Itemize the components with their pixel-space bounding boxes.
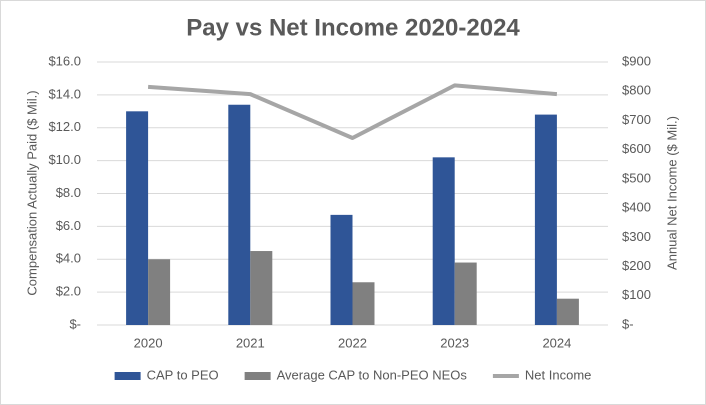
line [147,83,558,140]
y2-tick-label: $100 [622,287,651,302]
y2-axis-label: Annual Net Income ($ Mil.) [664,116,679,270]
x-tick-label: 2022 [338,335,367,350]
legend-label: CAP to PEO [147,367,219,382]
y-tick-label: $10.0 [48,152,81,167]
bar [454,262,477,325]
x-tick-label: 2023 [440,335,469,350]
y2-tick-label: $500 [622,170,651,185]
x-tick-label: 2024 [542,335,571,350]
bar [228,104,251,325]
y-tick-label: $- [69,316,81,331]
legend-marker [244,372,271,380]
y2-tick-label: $900 [622,53,651,68]
chart-title: Pay vs Net Income 2020-2024 [186,14,520,41]
bar [148,259,171,325]
legend-label: Average CAP to Non-PEO NEOs [277,367,468,382]
y2-tick-label: $600 [622,141,651,156]
y2-tick-label: $700 [622,112,651,127]
y-tick-label: $16.0 [48,53,81,68]
legend-label: Net Income [525,367,591,382]
x-tick-label: 2021 [236,335,265,350]
y2-tick-label: $- [622,316,634,331]
y2-tick-label: $400 [622,200,651,215]
y-tick-label: $2.0 [56,284,81,299]
bar [126,111,149,325]
y-tick-label: $6.0 [56,218,81,233]
bar [330,214,353,325]
y-tick-label: $4.0 [56,251,81,266]
y-tick-label: $12.0 [48,119,81,134]
bar [556,298,579,325]
y-axis-label: Compensation Actually Paid ($ Mil.) [24,90,39,295]
y2-tick-label: $300 [622,229,651,244]
bar [352,282,375,325]
legend-marker [114,372,141,380]
y-tick-label: $8.0 [56,185,81,200]
bar [432,157,455,325]
bar [534,114,557,325]
bar [250,251,273,325]
y2-tick-label: $800 [622,83,651,98]
x-tick-label: 2020 [134,335,163,350]
y-tick-label: $14.0 [48,86,81,101]
y2-tick-label: $200 [622,258,651,273]
